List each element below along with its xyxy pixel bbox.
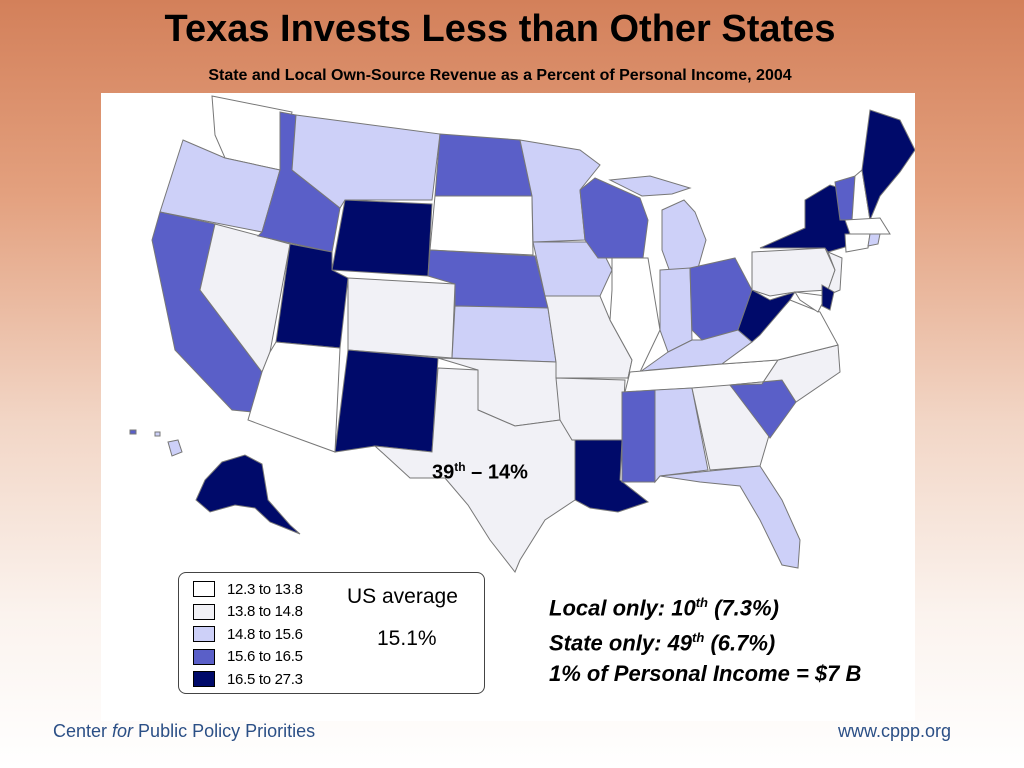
state-texas — [373, 367, 576, 573]
state-illinois — [609, 257, 661, 379]
state-alabama — [654, 387, 709, 484]
state-hawaii — [167, 439, 183, 457]
state-south-dakota — [429, 195, 534, 256]
state-west-virginia — [737, 289, 797, 343]
legend-swatch — [193, 648, 215, 665]
state-louisiana — [572, 439, 650, 513]
legend-swatch — [193, 603, 215, 620]
state-florida — [659, 465, 801, 569]
state-delaware — [821, 284, 835, 311]
revenue-notes: Local only: 10th (7.3%) State only: 49th… — [549, 588, 861, 689]
state-alaska — [195, 454, 301, 535]
state-georgia — [691, 384, 771, 471]
state-kansas — [451, 305, 557, 363]
state-arizona — [247, 341, 341, 453]
state-massachusetts — [844, 217, 891, 235]
state-arkansas — [555, 377, 626, 441]
note-personal-income: 1% of Personal Income = $7 B — [549, 660, 862, 686]
state-north-dakota — [434, 133, 533, 197]
state-colorado — [347, 277, 456, 359]
state-pennsylvania — [751, 247, 836, 297]
us-average-label: US average — [347, 585, 458, 608]
state-maine — [861, 109, 915, 222]
state-connecticut — [844, 233, 871, 253]
state-maryland — [794, 291, 827, 313]
legend-swatch — [193, 671, 215, 688]
state-wisconsin — [579, 177, 649, 259]
us-choropleth-map — [129, 95, 915, 573]
state-michigan — [661, 199, 707, 273]
footer-url-link[interactable]: www.cppp.org — [838, 721, 952, 741]
us-average-value: 15.1% — [377, 627, 437, 650]
legend-swatch — [193, 581, 215, 598]
legend-item: 16.5 to 27.3 — [193, 668, 303, 691]
state-mississippi — [621, 389, 656, 483]
legend-item: 13.8 to 14.8 — [193, 601, 303, 624]
hawaii-island — [129, 429, 137, 435]
footer-organization: Center for Public Policy Priorities — [53, 721, 316, 741]
map-legend: 12.3 to 13.8 13.8 to 14.8 14.8 to 15.6 1… — [178, 572, 485, 694]
note-local: Local only: 10th (7.3%) — [549, 595, 779, 621]
texas-rank-label: 39th – 14% — [432, 460, 528, 484]
note-state: State only: 49th (6.7%) — [549, 630, 776, 656]
us-map-panel — [101, 93, 915, 721]
legend-swatch — [193, 626, 215, 643]
state-indiana — [659, 267, 693, 353]
legend-item: 12.3 to 13.8 — [193, 578, 303, 601]
hawaii-island — [154, 431, 161, 437]
state-wyoming — [331, 199, 433, 277]
slide-title: Texas Invests Less than Other States — [164, 8, 836, 50]
state-rhode-island — [867, 233, 881, 247]
slide-subtitle: State and Local Own-Source Revenue as a … — [208, 67, 792, 84]
legend-item: 14.8 to 15.6 — [193, 623, 303, 646]
state-michigan-up — [608, 175, 692, 197]
legend-item: 15.6 to 16.5 — [193, 646, 303, 669]
state-new-mexico — [334, 349, 439, 453]
